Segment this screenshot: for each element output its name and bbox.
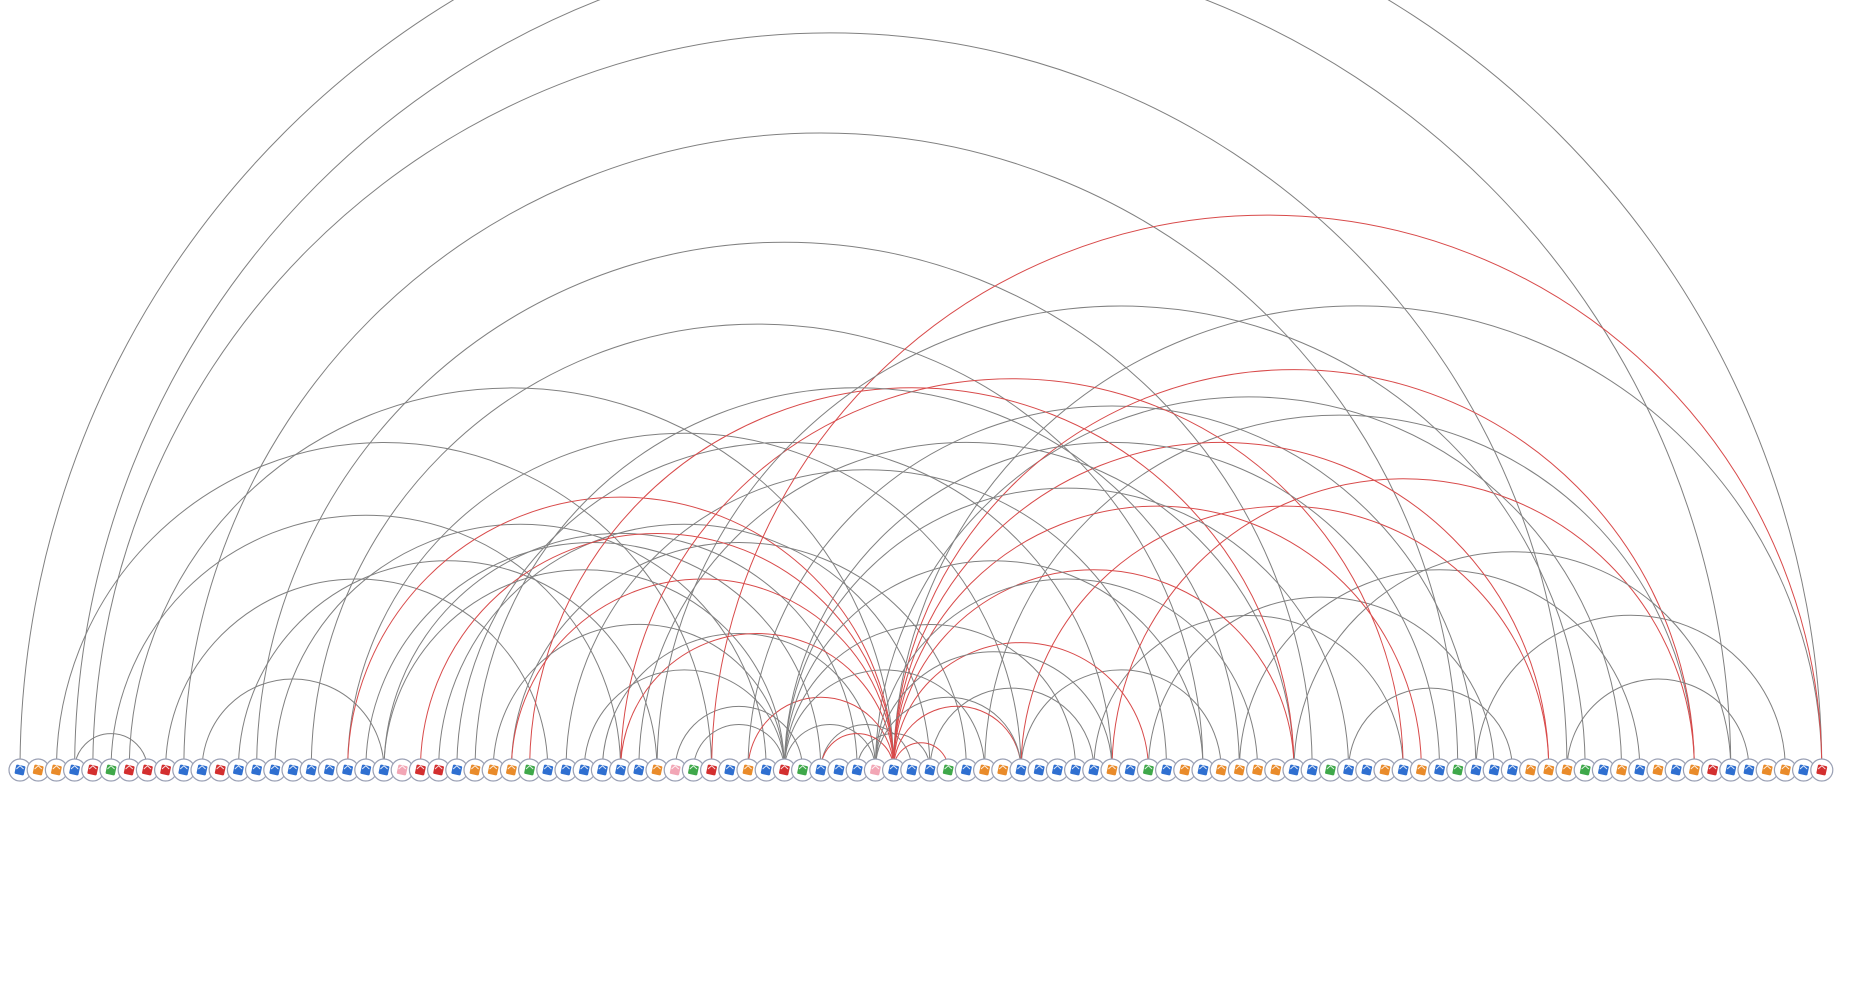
diagram-background [0,0,1863,989]
arc-diagram [0,0,1863,989]
node[interactable] [1811,759,1833,781]
